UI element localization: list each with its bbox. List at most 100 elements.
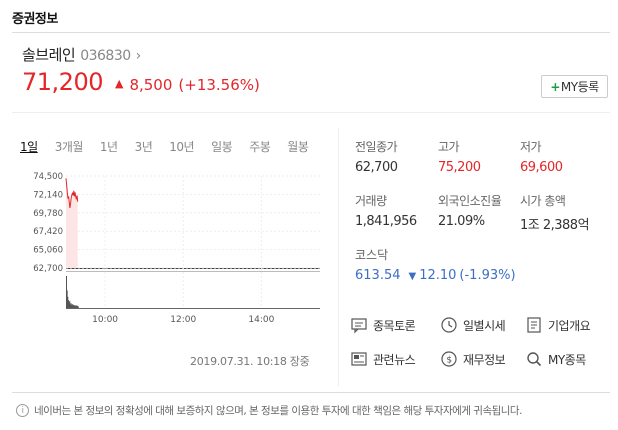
my-stocks-link[interactable]: MY종목 — [525, 350, 586, 368]
index-row: 613.54 ▼ 12.10 (-1.93%) — [355, 268, 516, 283]
section-title: 증권정보 — [12, 12, 58, 27]
stock-name: 솔브레인 — [22, 46, 76, 64]
volume-bar — [69, 300, 71, 308]
volume-bar — [73, 304, 75, 308]
volume-cell: 거래량 1,841,956 — [355, 192, 417, 229]
foreign-cell: 외국인소진율 21.09% — [438, 192, 502, 229]
volume-value: 1,841,956 — [355, 214, 417, 229]
index-value: 613.54 — [355, 268, 401, 283]
volume-bar — [71, 304, 73, 308]
my-stocks-label: MY종목 — [548, 352, 586, 367]
high-label: 고가 — [438, 140, 460, 154]
volume-bar — [69, 304, 71, 308]
index-info: 코스닥 613.54 ▼ 12.10 (-1.93%) — [355, 246, 516, 283]
chevron-right-icon: › — [135, 48, 142, 64]
x-tick-label: 12:00 — [170, 315, 196, 325]
divider — [12, 112, 610, 113]
index-change: 12.10 — [419, 268, 457, 283]
volume-bar — [70, 303, 72, 308]
stock-name-link[interactable]: 솔브레인 036830 › — [22, 44, 141, 65]
discussion-icon — [350, 316, 368, 334]
y-tick-label: 72,140 — [33, 190, 63, 200]
y-tick-label: 69,780 — [33, 209, 63, 219]
stock-code: 036830 — [80, 48, 131, 64]
price-line — [65, 178, 79, 209]
foreign-value: 21.09% — [438, 214, 485, 229]
info-icon: i — [16, 404, 29, 417]
volume-bar — [75, 305, 77, 308]
up-triangle-icon: ▲ — [114, 77, 124, 90]
y-tick-label: 74,500 — [33, 172, 63, 182]
intraday-chart: 74,500 72,140 69,780 67,420 65,060 62,700 10:0… — [33, 172, 320, 325]
volume-bar — [75, 306, 77, 308]
y-tick-label: 65,060 — [33, 246, 63, 256]
high-value: 75,200 — [438, 160, 481, 175]
volume-bar — [66, 290, 68, 308]
financial-info-label: 재무정보 — [463, 352, 506, 367]
y-tick-label: 62,700 — [33, 264, 63, 274]
index-name: 코스닥 — [355, 248, 389, 262]
volume-bar — [71, 304, 73, 308]
discussion-label: 종목토론 — [373, 318, 416, 333]
volume-bar — [77, 306, 79, 308]
svg-text:$: $ — [446, 356, 451, 366]
x-tick-label: 10:00 — [92, 315, 118, 325]
mktcap-label: 시가 총액 — [520, 194, 566, 208]
financial-info-link[interactable]: $ 재무정보 — [440, 350, 506, 368]
chart-period-tabs: 1일 3개월 1년 3년 10년 일봉 주봉 월봉 — [20, 138, 325, 155]
coin-icon: $ — [440, 350, 458, 368]
stock-panel — [12, 32, 610, 392]
clock-icon — [440, 316, 458, 334]
prev-close-cell: 전일종가 62,700 — [355, 138, 398, 175]
discussion-link[interactable]: 종목토론 — [350, 316, 416, 334]
volume-bar — [76, 306, 78, 308]
price-area-fill — [66, 178, 78, 268]
mktcap-value: 1조 2,388억 — [520, 218, 590, 233]
disclaimer-text: 네이버는 본 정보의 정확성에 대해 보증하지 않으며, 본 정보를 이용한 투… — [34, 405, 522, 417]
tab-weekly[interactable]: 주봉 — [249, 140, 271, 154]
volume-bar — [73, 305, 75, 308]
my-register-label: MY등록 — [560, 80, 599, 94]
related-news-link[interactable]: 관련뉴스 — [350, 350, 416, 368]
timestamp: 2019.07.31. 10:18 장중 — [190, 355, 310, 368]
tab-1y[interactable]: 1년 — [99, 140, 118, 154]
search-icon — [525, 350, 543, 368]
tab-monthly[interactable]: 월봉 — [287, 140, 309, 154]
tab-1d[interactable]: 1일 — [20, 140, 38, 154]
low-cell: 저가 69,600 — [520, 138, 563, 175]
price-row: 71,200 ▲ 8,500 (+13.56%) — [22, 68, 260, 96]
price-change-rate: (+13.56%) — [178, 76, 260, 94]
prev-close-label: 전일종가 — [355, 140, 398, 154]
volume-bar — [74, 305, 76, 308]
volume-bar — [67, 300, 69, 308]
related-news-label: 관련뉴스 — [373, 352, 416, 367]
tab-3m[interactable]: 3개월 — [54, 140, 84, 154]
foreign-label: 외국인소진율 — [438, 194, 502, 208]
my-register-button[interactable]: + MY등록 — [541, 75, 608, 98]
volume-bar — [72, 305, 74, 308]
current-price: 71,200 — [22, 68, 103, 96]
plus-icon: + — [550, 79, 560, 94]
company-overview-label: 기업개요 — [548, 318, 591, 333]
prev-close-value: 62,700 — [355, 160, 398, 175]
volume-bar — [66, 276, 67, 308]
tab-daily[interactable]: 일봉 — [211, 140, 233, 154]
tab-10y[interactable]: 10년 — [169, 140, 195, 154]
disclaimer: i 네이버는 본 정보의 정확성에 대해 보증하지 않으며, 본 정보를 이용한… — [16, 403, 522, 418]
volume-label: 거래량 — [355, 194, 387, 208]
volume-bar — [77, 305, 79, 308]
index-rate: (-1.93%) — [459, 268, 516, 283]
volume-bar — [68, 302, 70, 308]
footer-divider — [12, 392, 610, 393]
mktcap-cell: 시가 총액 1조 2,388억 — [520, 192, 590, 233]
y-tick-label: 67,420 — [33, 227, 63, 237]
company-overview-link[interactable]: 기업개요 — [525, 316, 591, 334]
down-triangle-icon: ▼ — [408, 271, 417, 282]
price-change: 8,500 — [129, 76, 173, 94]
vertical-divider — [338, 128, 339, 386]
high-cell: 고가 75,200 — [438, 138, 481, 175]
tab-3y[interactable]: 3년 — [134, 140, 153, 154]
low-label: 저가 — [520, 140, 542, 154]
daily-price-label: 일별시세 — [463, 318, 506, 333]
daily-price-link[interactable]: 일별시세 — [440, 316, 506, 334]
